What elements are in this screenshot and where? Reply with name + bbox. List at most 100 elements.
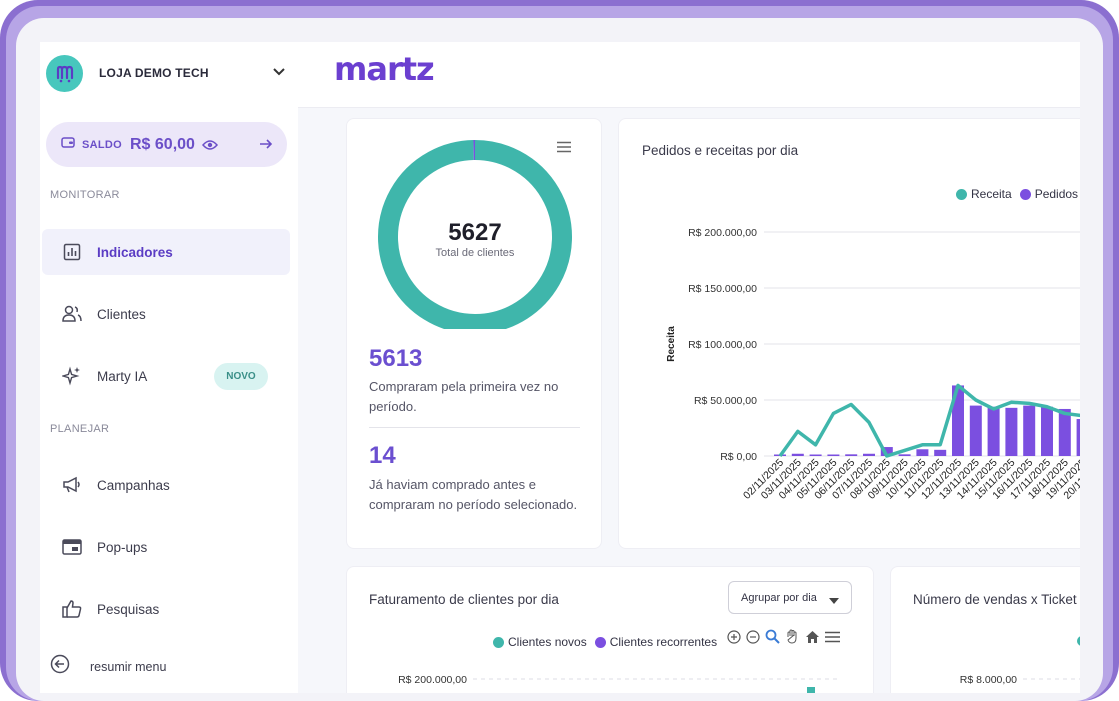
top-header: martz [298, 42, 1080, 108]
pedidos-bar [827, 454, 840, 456]
pan-hand-icon[interactable] [785, 629, 800, 644]
sidebar-item-campanhas[interactable]: Campanhas [42, 462, 290, 508]
pedidos-bar [863, 453, 875, 456]
y-tick-label: R$ 0,00 [720, 451, 757, 463]
y-tick-label: R$ 150.000,00 [688, 283, 757, 295]
legend-dot [1077, 636, 1080, 646]
popup-window-icon [62, 537, 82, 557]
group-by-select[interactable]: Agrupar por dia [728, 581, 852, 614]
sales-ticket-chart: R$ 8.000,00 [960, 674, 1080, 686]
orders-revenue-legend: Receita Pedidos [956, 187, 1080, 201]
sidebar-item-label: Pop-ups [97, 539, 148, 555]
sales-ticket-title: Número de vendas x Ticket [913, 592, 1077, 607]
pedidos-bar [1041, 406, 1053, 456]
y-tick-label: R$ 200.000,00 [688, 227, 757, 239]
hamburger-menu-icon[interactable] [556, 140, 572, 158]
saldo-label: SALDO [82, 138, 122, 151]
martz-m-icon [56, 65, 73, 83]
collapse-menu-label: resumir menu [90, 659, 167, 674]
orders-revenue-title: Pedidos e receitas por dia [642, 143, 799, 158]
pedidos-bar [898, 454, 911, 456]
legend-item-receita[interactable]: Receita [956, 187, 1012, 201]
sidebar-item-marty-ia[interactable]: Marty IA NOVO [42, 353, 290, 399]
sidebar-item-label: Campanhas [97, 477, 170, 493]
collapse-menu-button[interactable]: resumir menu [50, 654, 166, 679]
zoom-out-icon[interactable] [746, 629, 760, 644]
sidebar-item-label: Pesquisas [97, 601, 160, 617]
pedidos-bar [809, 454, 822, 456]
pedidos-bar [934, 449, 947, 456]
users-icon [62, 304, 82, 324]
section-label-monitorar: MONITORAR [50, 189, 120, 201]
sidebar-item-label: Clientes [97, 306, 146, 322]
sales-y-tick: R$ 8.000,00 [960, 674, 1017, 686]
sparkles-icon [62, 366, 82, 386]
new-badge: NOVO [214, 363, 268, 390]
billing-legend: Clientes novos Clientes recorrentes [493, 635, 725, 649]
billing-bar [807, 687, 815, 693]
returning-text: Já haviam comprado antes e compraram no … [369, 477, 578, 512]
sidebar-item-indicadores[interactable]: Indicadores [42, 229, 290, 275]
menu-icon[interactable] [825, 631, 840, 643]
eye-icon[interactable] [201, 139, 218, 151]
store-name: LOJA DEMO TECH [99, 66, 209, 80]
billing-chart: R$ 200.000,00 [398, 674, 839, 693]
y-axis-label: Receita [666, 326, 677, 362]
sidebar-item-pop-ups[interactable]: Pop-ups [42, 524, 290, 570]
clients-donut-chart [378, 139, 572, 329]
store-logo [46, 54, 83, 92]
billing-y-tick: R$ 200.000,00 [398, 674, 467, 686]
group-by-value: Agrupar por dia [741, 591, 817, 604]
sidebar-item-pesquisas[interactable]: Pesquisas [42, 586, 290, 632]
sidebar-item-clientes[interactable]: Clientes [42, 291, 290, 337]
caret-down-icon [829, 595, 839, 607]
total-clients-label: Total de clientes [435, 247, 515, 259]
saldo-value: R$ 60,00 [130, 135, 195, 153]
orders-revenue-card: Pedidos e receitas por dia Receita Pedid… [618, 118, 1080, 549]
orders-revenue-chart: Receita R$ 0,00 R$ 50.000,00 R$ 100.000,00 R… [666, 227, 1080, 502]
pedidos-bar [1023, 405, 1036, 456]
billing-title: Faturamento de clientes por dia [369, 592, 559, 607]
pedidos-bar [845, 454, 858, 456]
chevron-down-icon[interactable] [272, 64, 286, 83]
store-selector[interactable]: LOJA DEMO TECH [46, 54, 296, 92]
thumbs-up-icon [62, 599, 82, 619]
pedidos-bar [969, 405, 982, 456]
pedidos-bar [916, 449, 929, 456]
returning-value: 14 [369, 442, 396, 469]
pedidos-bar [1076, 419, 1080, 456]
saldo-pill[interactable]: SALDO R$ 60,00 [46, 122, 287, 167]
wallet-icon [61, 135, 75, 154]
pedidos-bar [987, 406, 1000, 456]
clients-donut-card: 5627 Total de clientes 5613 Compraram pe… [346, 118, 602, 549]
pedidos-bar [952, 385, 964, 456]
arrow-left-circle-icon [50, 654, 70, 679]
legend-item-pedidos[interactable]: Pedidos [1019, 187, 1078, 201]
chart-toolbar [727, 629, 845, 644]
app-screen: LOJA DEMO TECH SALDO R$ 60,00 MONITORAR [40, 42, 1080, 693]
pedidos-bar [880, 447, 893, 456]
brand-logo: martz [334, 50, 435, 88]
zoom-selection-icon[interactable] [765, 629, 780, 644]
arrow-right-icon[interactable] [259, 137, 273, 156]
receita-line [778, 383, 1080, 458]
legend-item-clientes-novos[interactable]: Clientes novos [493, 635, 587, 649]
y-tick-label: R$ 100.000,00 [688, 339, 757, 351]
pedidos-bar [1005, 407, 1018, 456]
sidebar-item-label: Indicadores [97, 244, 173, 260]
pedidos-bar [791, 453, 804, 456]
legend-item-clientes-recorrentes[interactable]: Clientes recorrentes [594, 635, 717, 649]
donut-slice [378, 140, 572, 329]
zoom-in-icon[interactable] [727, 629, 741, 644]
pedidos-bar [1058, 408, 1071, 456]
home-reset-icon[interactable] [805, 630, 820, 644]
stat-divider [369, 427, 580, 428]
megaphone-icon [62, 475, 82, 495]
y-tick-label: R$ 50.000,00 [694, 395, 757, 407]
first-purchase-value: 5613 [369, 345, 423, 372]
sidebar: LOJA DEMO TECH SALDO R$ 60,00 MONITORAR [40, 42, 298, 693]
billing-card: Faturamento de clientes por dia Agrupar … [346, 566, 874, 693]
bar-chart-icon [62, 242, 82, 262]
device-frame-inner: LOJA DEMO TECH SALDO R$ 60,00 MONITORAR [16, 18, 1103, 701]
section-label-planejar: PLANEJAR [50, 423, 110, 435]
